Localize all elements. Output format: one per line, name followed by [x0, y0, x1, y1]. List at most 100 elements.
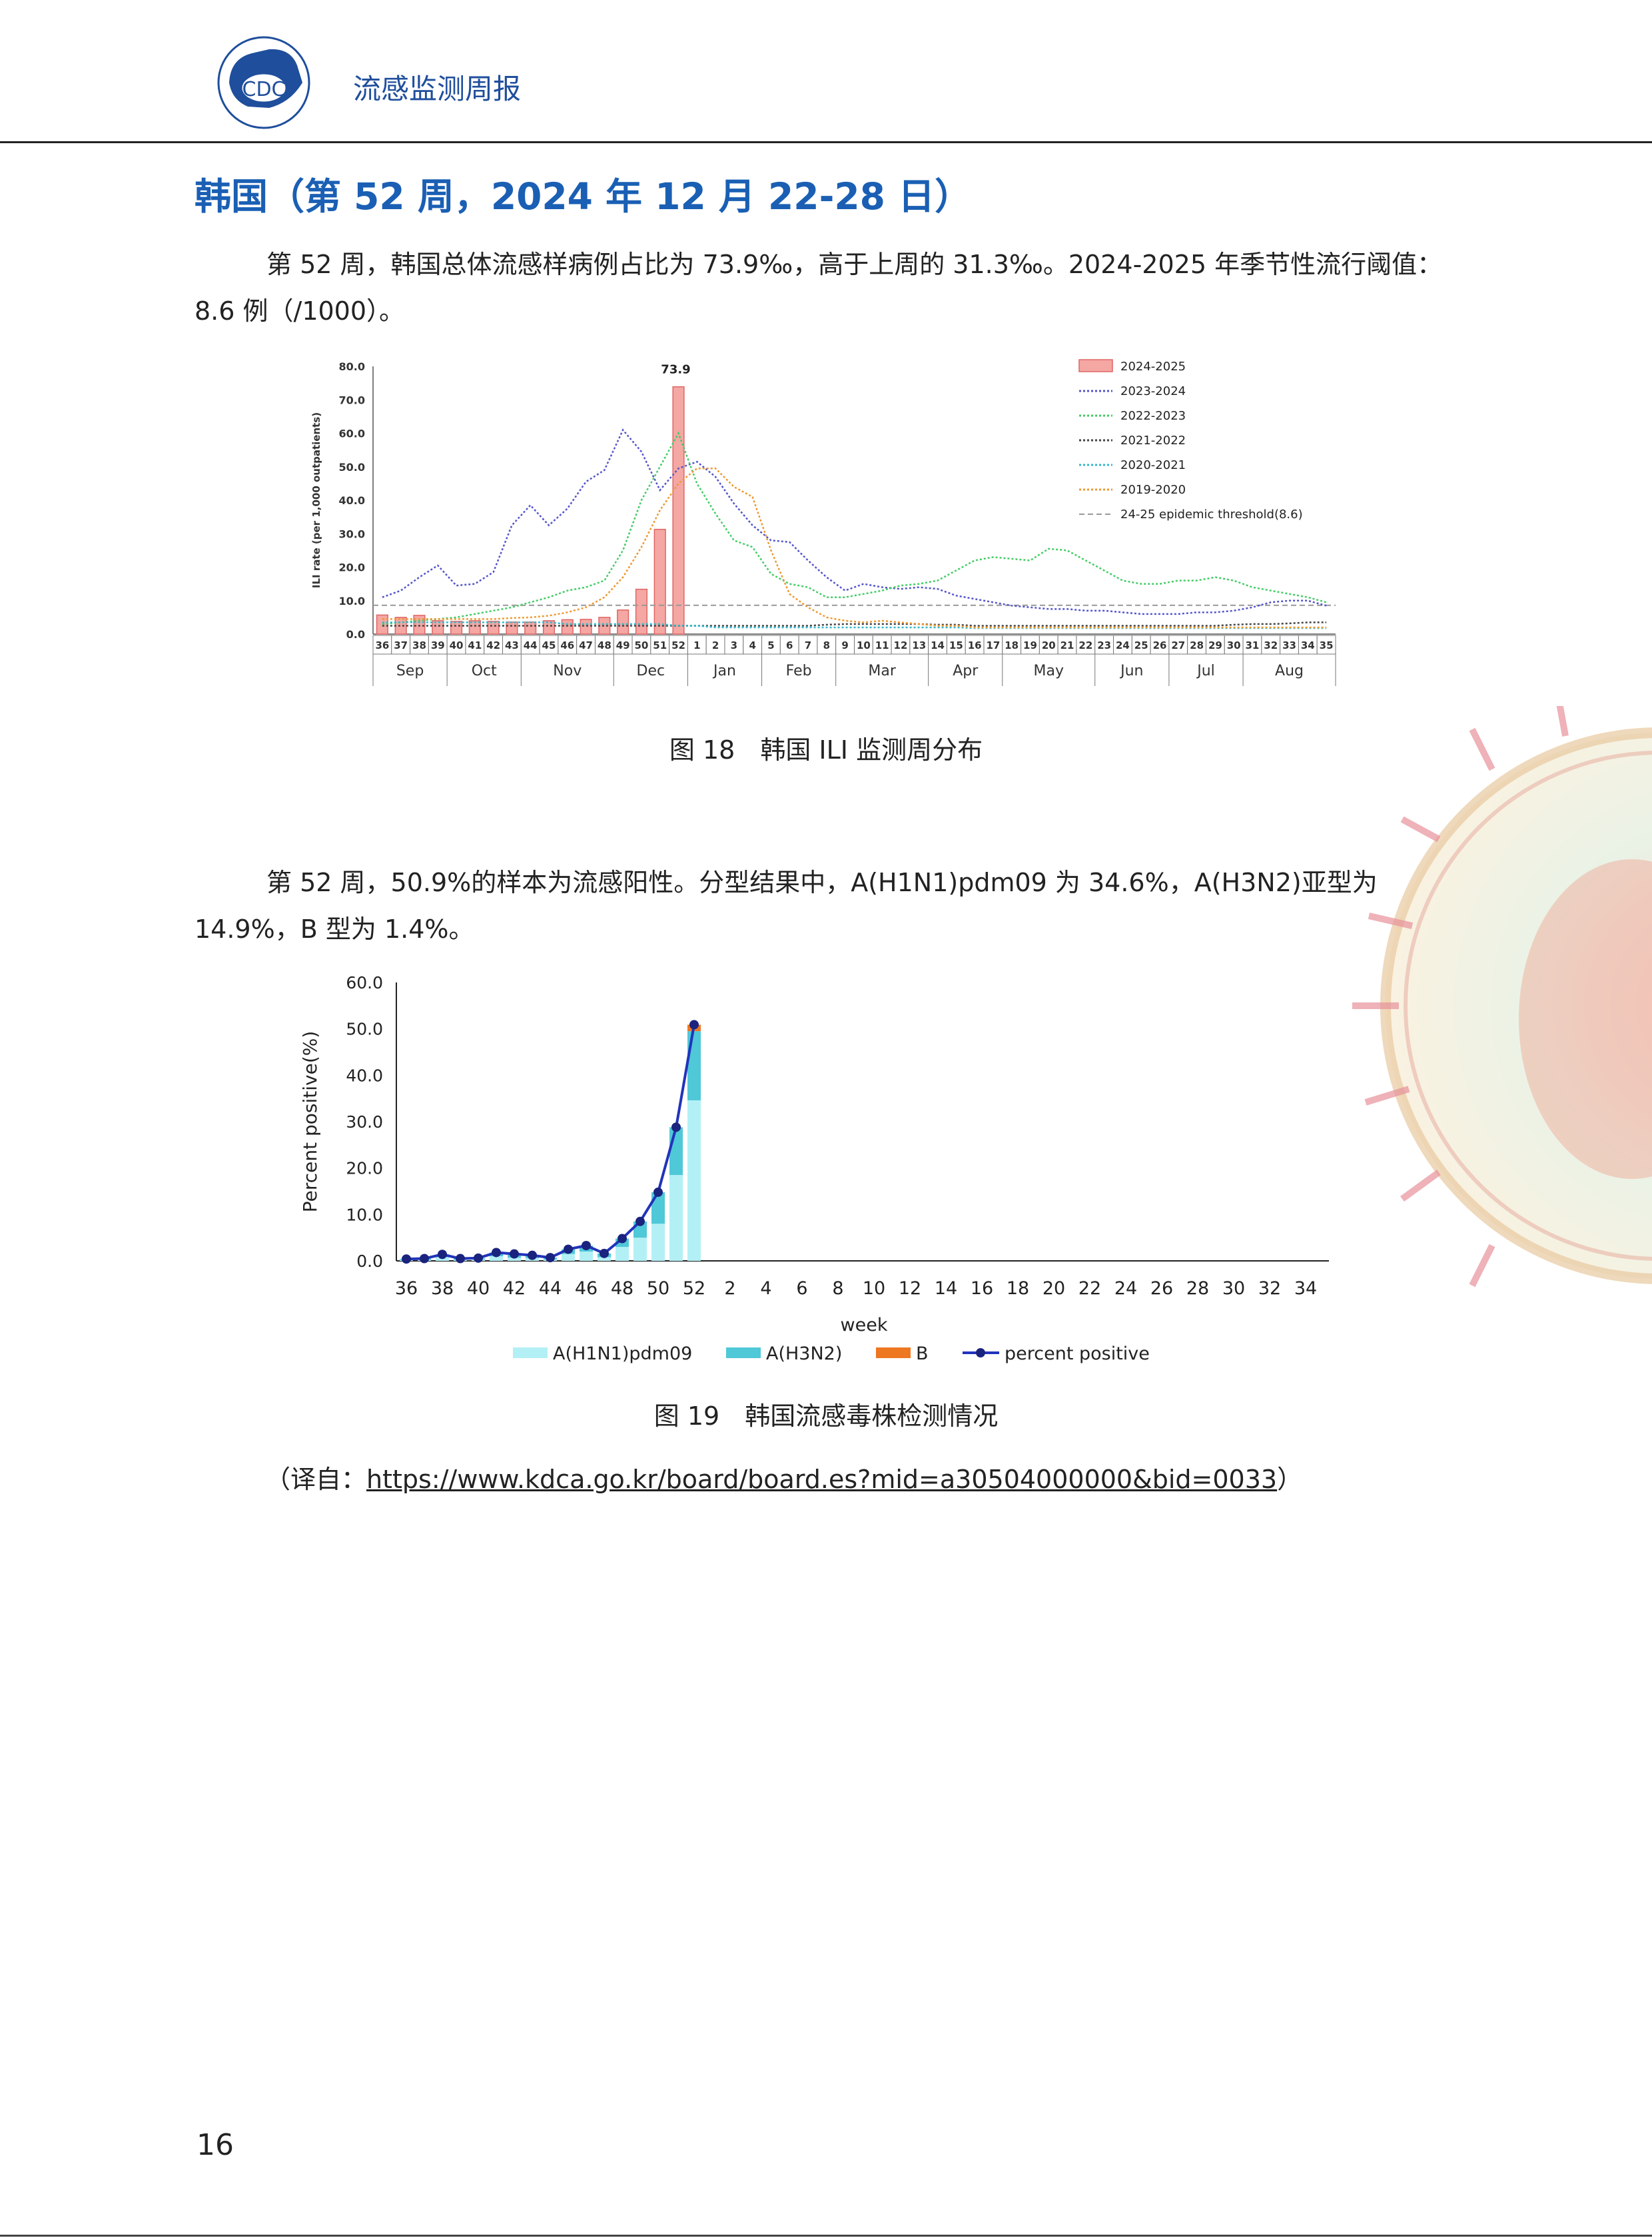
chart19-percent-point: [635, 1216, 645, 1226]
chart18-week-label: 14: [931, 639, 945, 651]
chart18-week-cell: [1076, 635, 1096, 655]
source-link[interactable]: https://www.kdca.go.kr/board/board.es?mi…: [366, 1465, 1278, 1494]
chart18-ytick-label: 10.0: [339, 595, 365, 607]
chart19-xtick-label: 16: [971, 1278, 993, 1299]
chart19-percent-point: [474, 1253, 483, 1263]
chart19-xtick-label: 20: [1042, 1278, 1065, 1299]
positivity-summary-paragraph: 第 52 周，50.9%的样本为流感阳性。分型结果中，A(H1N1)pdm09 …: [195, 868, 1378, 944]
chart18-month-label: Sep: [396, 663, 424, 679]
chart18-legend-label: 2024-2025: [1120, 360, 1186, 374]
chart19-bar-segment: [669, 1127, 683, 1176]
chart18-week-cell: [484, 635, 504, 655]
chart18-month-label: Feb: [786, 663, 812, 679]
chart18-week-cell: [965, 635, 985, 655]
logo-acronym: CDC: [242, 78, 286, 101]
chart18-month-label: Jan: [712, 663, 736, 679]
chart18-week-label: 31: [1246, 639, 1260, 651]
chart18-week-cell: [1242, 635, 1262, 655]
chart18-week-label: 6: [786, 639, 793, 651]
chart18-week-cell: [724, 635, 744, 655]
chart18-week-label: 10: [857, 639, 871, 651]
chart18-month-label: Jun: [1119, 663, 1143, 679]
chart19-xtick-label: 18: [1007, 1278, 1029, 1299]
chart19-bar-segment: [651, 1224, 665, 1261]
figure-19-caption: 图 19 韩国流感毒株检测情况: [653, 1401, 999, 1431]
chart18-week-cell: [631, 635, 651, 655]
chart18-week-cell: [779, 635, 799, 655]
chart19-xtick-label: 30: [1222, 1278, 1245, 1299]
chart18-legend-label: 2020-2021: [1120, 458, 1186, 472]
chart19-ytick-label: 0.0: [356, 1252, 383, 1271]
chart18-week-cell: [576, 635, 596, 655]
chart18-week-cell: [743, 635, 763, 655]
chart18-week-label: 3: [731, 639, 737, 651]
chart18-bar: [432, 620, 444, 635]
chart18-bar: [413, 615, 426, 635]
chart18-week-label: 39: [431, 639, 445, 651]
chart18-week-label: 9: [841, 639, 848, 651]
chart18-week-label: 23: [1097, 639, 1111, 651]
chart19-xtick-label: 36: [395, 1278, 418, 1299]
chart18-week-label: 24: [1116, 639, 1130, 651]
chart18-week-cell: [1316, 635, 1336, 655]
chart18-week-cell: [1187, 635, 1206, 655]
chart18-week-cell: [1113, 635, 1132, 655]
chart18-week-cell: [928, 635, 947, 655]
chart18-week-label: 30: [1227, 639, 1241, 651]
chart19-xtick-label: 44: [539, 1278, 562, 1299]
chart18-week-cell: [1094, 635, 1114, 655]
chart19-x-axis-label: week: [841, 1315, 888, 1335]
chart18-week-label: 41: [468, 639, 482, 651]
chart18-bar: [524, 621, 537, 635]
chart19-legend-label: percent positive: [1005, 1343, 1150, 1364]
report-title: 流感监测周报: [353, 73, 522, 105]
chart19-percent-point: [402, 1254, 411, 1264]
chart18-week-cell: [1224, 635, 1244, 655]
chart18-week-cell: [1280, 635, 1299, 655]
chart18-week-label: 1: [693, 639, 700, 651]
chart19-xtick-label: 4: [760, 1278, 771, 1299]
chart18-week-label: 45: [542, 639, 556, 651]
chart19-percent-point: [420, 1254, 429, 1264]
chart18-month-label: Aug: [1275, 663, 1304, 679]
chart19-xtick-label: 50: [647, 1278, 669, 1299]
chart19-bar-segment: [687, 1031, 701, 1100]
chart18-week-cell: [1150, 635, 1170, 655]
chart18-month-label: Jul: [1196, 663, 1215, 679]
chart18-series-line: [382, 468, 1327, 629]
chart18-series-line: [382, 428, 1327, 615]
chart18-week-cell: [1057, 635, 1077, 655]
chart18-week-label: 33: [1282, 639, 1296, 651]
chart18-week-cell: [761, 635, 781, 655]
chart19-xtick-label: 38: [431, 1278, 454, 1299]
chart19-bar-segment: [633, 1238, 647, 1261]
chart18-bar: [450, 621, 463, 635]
chart18-bar: [506, 621, 518, 635]
chart19-percent-point: [564, 1244, 573, 1254]
chart18-week-label: 37: [394, 639, 408, 651]
chart18-week-label: 21: [1060, 639, 1074, 651]
chart18-week-label: 26: [1153, 639, 1167, 651]
chart18-week-label: 8: [823, 639, 830, 651]
chart18-bar: [598, 617, 611, 635]
chart18-week-cell: [372, 635, 392, 655]
chart18-week-label: 43: [505, 639, 519, 651]
chart18-week-cell: [613, 635, 633, 655]
chart18-week-label: 29: [1208, 639, 1222, 651]
chart19-percent-point: [510, 1249, 519, 1259]
chart19-y-axis-label: Percent positive(%): [299, 1031, 321, 1213]
chart18-legend-label: 2023-2024: [1120, 384, 1186, 398]
chart19-xtick-label: 10: [863, 1278, 885, 1299]
chart18-week-label: 12: [894, 639, 908, 651]
chart18-week-label: 32: [1264, 639, 1278, 651]
chart19-bar-segment: [687, 1100, 701, 1261]
chart19-xtick-label: 28: [1186, 1278, 1209, 1299]
chart18-bar: [542, 620, 556, 635]
chart19-percent-point: [546, 1253, 555, 1263]
chart19-xtick-label: 48: [611, 1278, 633, 1299]
virus-illustration: [1339, 699, 1652, 1308]
chart18-week-label: 47: [579, 639, 593, 651]
chart19-percent-point: [438, 1250, 447, 1260]
chart18-week-label: 22: [1078, 639, 1092, 651]
source-prefix: （译自：: [265, 1465, 367, 1494]
